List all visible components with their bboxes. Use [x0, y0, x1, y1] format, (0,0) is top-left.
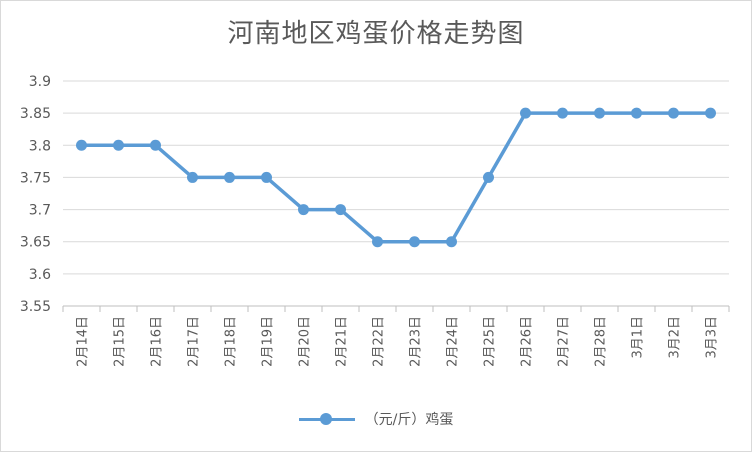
data-point [187, 171, 198, 183]
legend-marker [298, 412, 355, 426]
data-point [483, 171, 494, 183]
data-point [446, 236, 457, 248]
x-tick-label: 2月16日 [150, 316, 165, 367]
x-tick-label: 2月24日 [446, 316, 461, 367]
y-tick-label: 3.65 [20, 235, 51, 251]
x-tick-label: 2月23日 [409, 316, 424, 367]
x-tick-label: 2月15日 [113, 316, 128, 367]
data-point [76, 139, 87, 151]
y-tick-label: 3.85 [20, 106, 51, 122]
data-point [520, 107, 531, 119]
x-tick-label: 2月22日 [372, 316, 387, 367]
x-tick-label: 3月2日 [668, 316, 683, 359]
x-tick-label: 3月3日 [705, 316, 720, 359]
data-point [631, 107, 642, 119]
data-point [705, 107, 716, 119]
x-tick-label: 2月19日 [261, 316, 276, 367]
y-tick-label: 3.75 [20, 170, 51, 186]
x-tick-label: 2月20日 [298, 316, 313, 367]
x-tick-label: 2月25日 [483, 316, 498, 367]
y-tick-label: 3.9 [29, 74, 51, 90]
x-tick-label: 2月26日 [520, 316, 535, 367]
data-point [150, 139, 161, 151]
legend: （元/斤）鸡蛋 [1, 409, 751, 429]
data-point [298, 204, 309, 216]
y-tick-label: 3.6 [29, 267, 51, 283]
data-point [557, 107, 568, 119]
x-tick-label: 2月18日 [224, 316, 239, 367]
y-tick-label: 3.8 [29, 138, 51, 154]
data-point [224, 171, 235, 183]
x-tick-label: 2月17日 [187, 316, 202, 367]
data-point [668, 107, 679, 119]
data-point [594, 107, 605, 119]
x-tick-label: 2月28日 [594, 316, 609, 367]
data-point [113, 139, 124, 151]
y-tick-label: 3.55 [20, 299, 51, 315]
x-tick-label: 2月27日 [557, 316, 572, 367]
data-point [335, 204, 346, 216]
x-tick-label: 2月14日 [76, 316, 91, 367]
y-tick-label: 3.7 [29, 203, 51, 219]
data-point [372, 236, 383, 248]
data-point [409, 236, 420, 248]
chart-title: 河南地区鸡蛋价格走势图 [227, 19, 525, 49]
data-point [261, 171, 272, 183]
legend-label: （元/斤）鸡蛋 [364, 412, 454, 428]
x-tick-label: 2月21日 [335, 316, 350, 367]
series-line [81, 111, 711, 244]
x-tick-label: 3月1日 [631, 316, 646, 359]
